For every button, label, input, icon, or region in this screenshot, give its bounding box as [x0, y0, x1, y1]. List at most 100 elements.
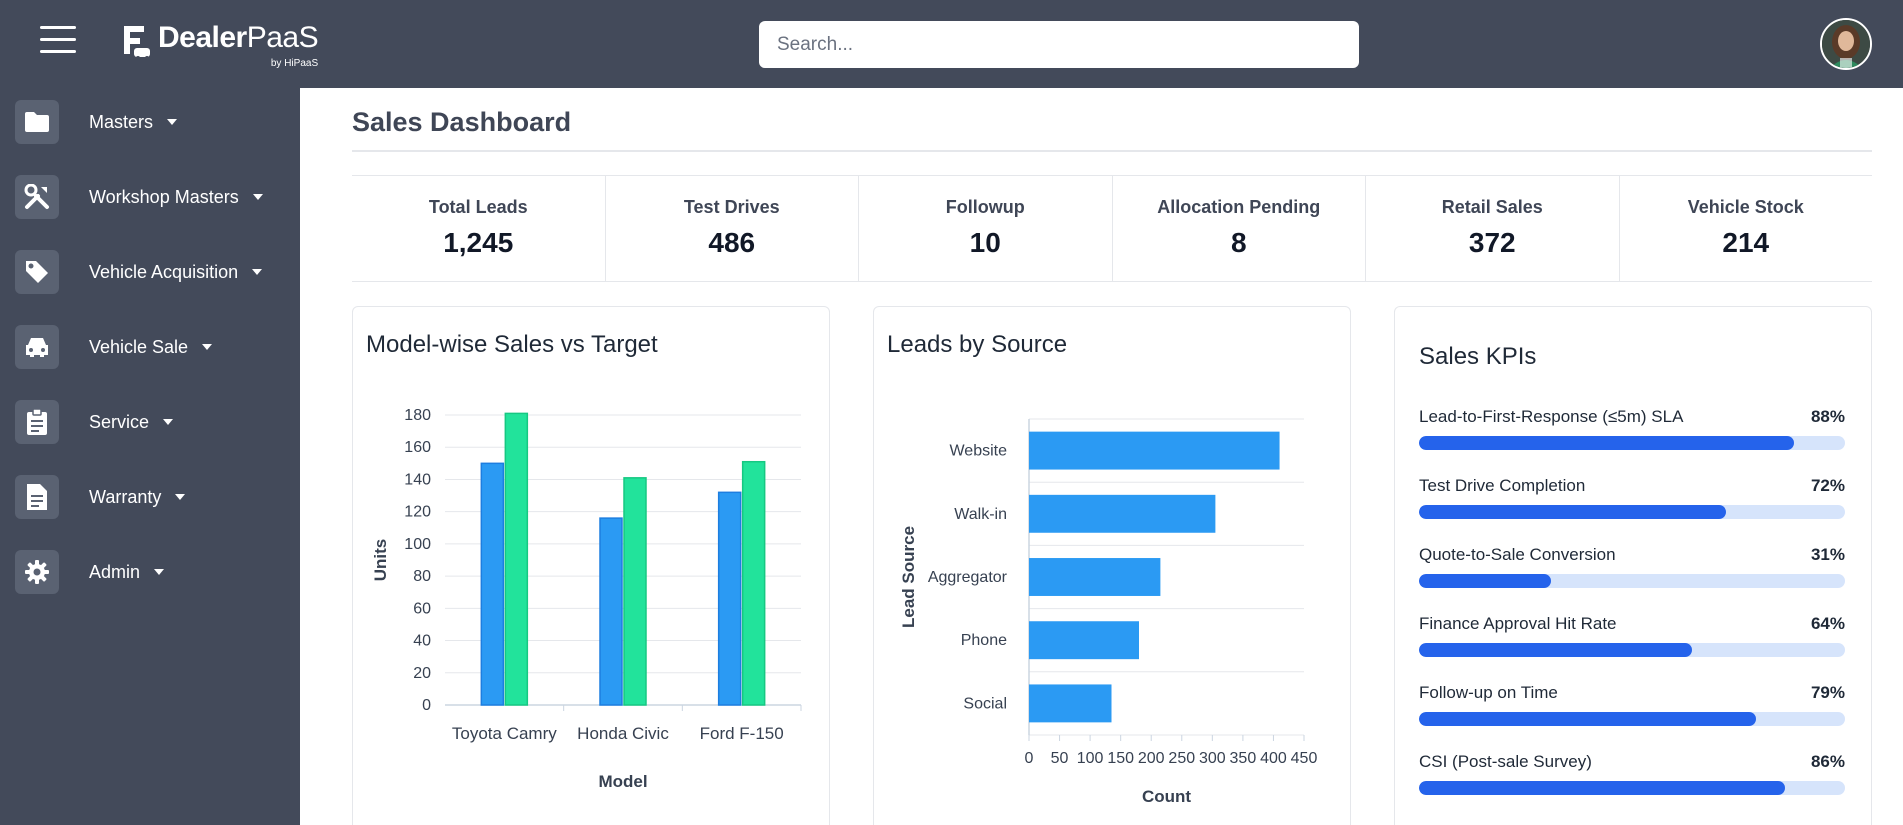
bar	[1029, 558, 1161, 596]
bar	[599, 517, 623, 706]
x-tick-label: 150	[1107, 750, 1134, 767]
y-tick-label: 100	[404, 536, 431, 553]
divider	[352, 150, 1872, 152]
chevron-down-icon	[252, 269, 263, 275]
chart-title: Model-wise Sales vs Target	[366, 331, 658, 358]
progress-track	[1419, 436, 1845, 450]
kpi-item: Quote-to-Sale Conversion 31%	[1419, 545, 1845, 588]
bar	[504, 412, 529, 706]
page-title: Sales Dashboard	[352, 107, 572, 137]
search-input[interactable]	[759, 21, 1359, 68]
clipboard-icon	[15, 400, 59, 444]
stat-total-leads: Total Leads 1,245	[352, 176, 606, 281]
user-avatar-icon	[1822, 20, 1870, 68]
y-axis-label: Lead Source	[899, 526, 918, 628]
chart-title: Leads by Source	[887, 331, 1068, 358]
bar	[480, 462, 505, 706]
bar	[1029, 494, 1216, 533]
brand-logo[interactable]: DealerPaaS by HiPaaS	[120, 18, 319, 70]
avatar[interactable]	[1820, 18, 1872, 70]
kpi-label: Test Drive Completion	[1419, 476, 1586, 495]
bar	[623, 477, 647, 706]
x-tick-label: 100	[1077, 750, 1104, 767]
kpi-item: Lead-to-First-Response (≤5m) SLA 88%	[1419, 407, 1845, 450]
progress-track	[1419, 712, 1845, 726]
sales-vs-target-card: Model-wise Sales vs Target 0 20 40 60 80 100 1…	[352, 306, 830, 825]
sidebar-item-workshop-masters[interactable]: Workshop Masters	[15, 175, 263, 219]
stat-label: Test Drives	[683, 197, 780, 217]
stat-retail-sales: Retail Sales 372	[1366, 176, 1620, 281]
y-tick-label: 160	[404, 439, 431, 456]
sidebar-item-service[interactable]: Service	[15, 400, 174, 444]
kpi-label: Follow-up on Time	[1419, 683, 1558, 702]
sidebar-item-label: Admin	[89, 561, 141, 582]
stat-label: Total Leads	[428, 197, 528, 217]
y-tick-label: Walk-in	[954, 506, 1007, 523]
stat-value: 1,245	[443, 227, 514, 258]
x-tick-label: 50	[1051, 750, 1069, 767]
chevron-down-icon	[202, 344, 213, 350]
stat-value: 10	[969, 227, 1001, 258]
kpi-value: 79%	[1810, 683, 1845, 702]
x-tick-label: 200	[1138, 750, 1165, 767]
y-tick-label: 0	[422, 697, 431, 714]
chevron-down-icon	[163, 419, 174, 425]
kpi-item: Follow-up on Time 79%	[1419, 683, 1845, 726]
x-axis-label: Model	[598, 772, 647, 791]
sidebar: Masters Workshop Masters Vehicle Acquisi…	[0, 88, 300, 825]
progress-fill	[1419, 712, 1756, 726]
bar	[717, 491, 742, 706]
folder-icon	[15, 100, 59, 144]
car-icon	[15, 325, 59, 369]
progress-fill	[1419, 436, 1794, 450]
stats-row: Total Leads 1,245 Test Drives 486 Follow…	[352, 175, 1872, 282]
progress-track	[1419, 574, 1845, 588]
brand-name: DealerPaaS	[158, 21, 319, 54]
leads-by-source-card: Leads by Source 0 50 100 150 200 250 300 350 400…	[873, 306, 1351, 825]
kpi-label: Quote-to-Sale Conversion	[1419, 545, 1616, 564]
stat-value: 214	[1722, 227, 1770, 258]
kpi-label: Finance Approval Hit Rate	[1419, 614, 1617, 633]
sidebar-item-admin[interactable]: Admin	[15, 550, 165, 594]
progress-fill	[1419, 643, 1692, 657]
kpi-value: 88%	[1810, 407, 1845, 426]
y-tick-label: Phone	[961, 632, 1007, 649]
sidebar-item-label: Masters	[89, 111, 154, 132]
sidebar-item-vehicle-sale[interactable]: Vehicle Sale	[15, 325, 213, 369]
stat-allocation-pending: Allocation Pending 8	[1113, 176, 1366, 281]
kpi-value: 72%	[1810, 476, 1845, 495]
kpi-row: Finance Approval Hit Rate 64%	[1419, 614, 1845, 634]
sidebar-item-label: Warranty	[89, 486, 162, 507]
leads-by-source-chart: 0 50 100 150 200 250 300 350 400 450 Website Walk-i…	[899, 418, 1317, 806]
kpi-row: CSI (Post-sale Survey) 86%	[1419, 752, 1845, 772]
chevron-down-icon	[175, 494, 186, 500]
y-tick-label: Aggregator	[928, 569, 1008, 586]
sidebar-item-masters[interactable]: Masters	[15, 100, 178, 144]
stat-value: 486	[708, 227, 756, 258]
sidebar-item-label: Service	[89, 411, 150, 432]
kpi-value: 31%	[1810, 545, 1845, 564]
progress-fill	[1419, 574, 1552, 588]
progress-fill	[1419, 781, 1786, 795]
y-tick-label: 140	[404, 471, 431, 488]
y-tick-label: 40	[413, 633, 431, 650]
kpi-row: Quote-to-Sale Conversion 31%	[1419, 545, 1845, 565]
sidebar-item-vehicle-acquisition[interactable]: Vehicle Acquisition	[15, 250, 263, 294]
x-tick-label: 300	[1199, 750, 1226, 767]
y-axis-label: Units	[371, 539, 390, 582]
y-tick-label: Social	[963, 695, 1007, 712]
stat-test-drives: Test Drives 486	[606, 176, 859, 281]
sales-vs-target-chart: 0 20 40 60 80 100 120 140 160 180 Toyota Camry Hond…	[371, 407, 802, 791]
kpi-item: Finance Approval Hit Rate 64%	[1419, 614, 1845, 657]
x-tick-label: Toyota Camry	[452, 724, 557, 743]
menu-icon[interactable]	[40, 26, 76, 60]
sidebar-item-warranty[interactable]: Warranty	[15, 475, 186, 519]
x-tick-label: 350	[1230, 750, 1257, 767]
bar	[1029, 431, 1280, 470]
bar	[741, 460, 766, 706]
tag-icon	[15, 250, 59, 294]
stat-label: Vehicle Stock	[1687, 197, 1804, 217]
chevron-down-icon	[154, 569, 165, 575]
sidebar-item-label: Vehicle Acquisition	[89, 261, 239, 282]
kpi-row: Follow-up on Time 79%	[1419, 683, 1845, 703]
